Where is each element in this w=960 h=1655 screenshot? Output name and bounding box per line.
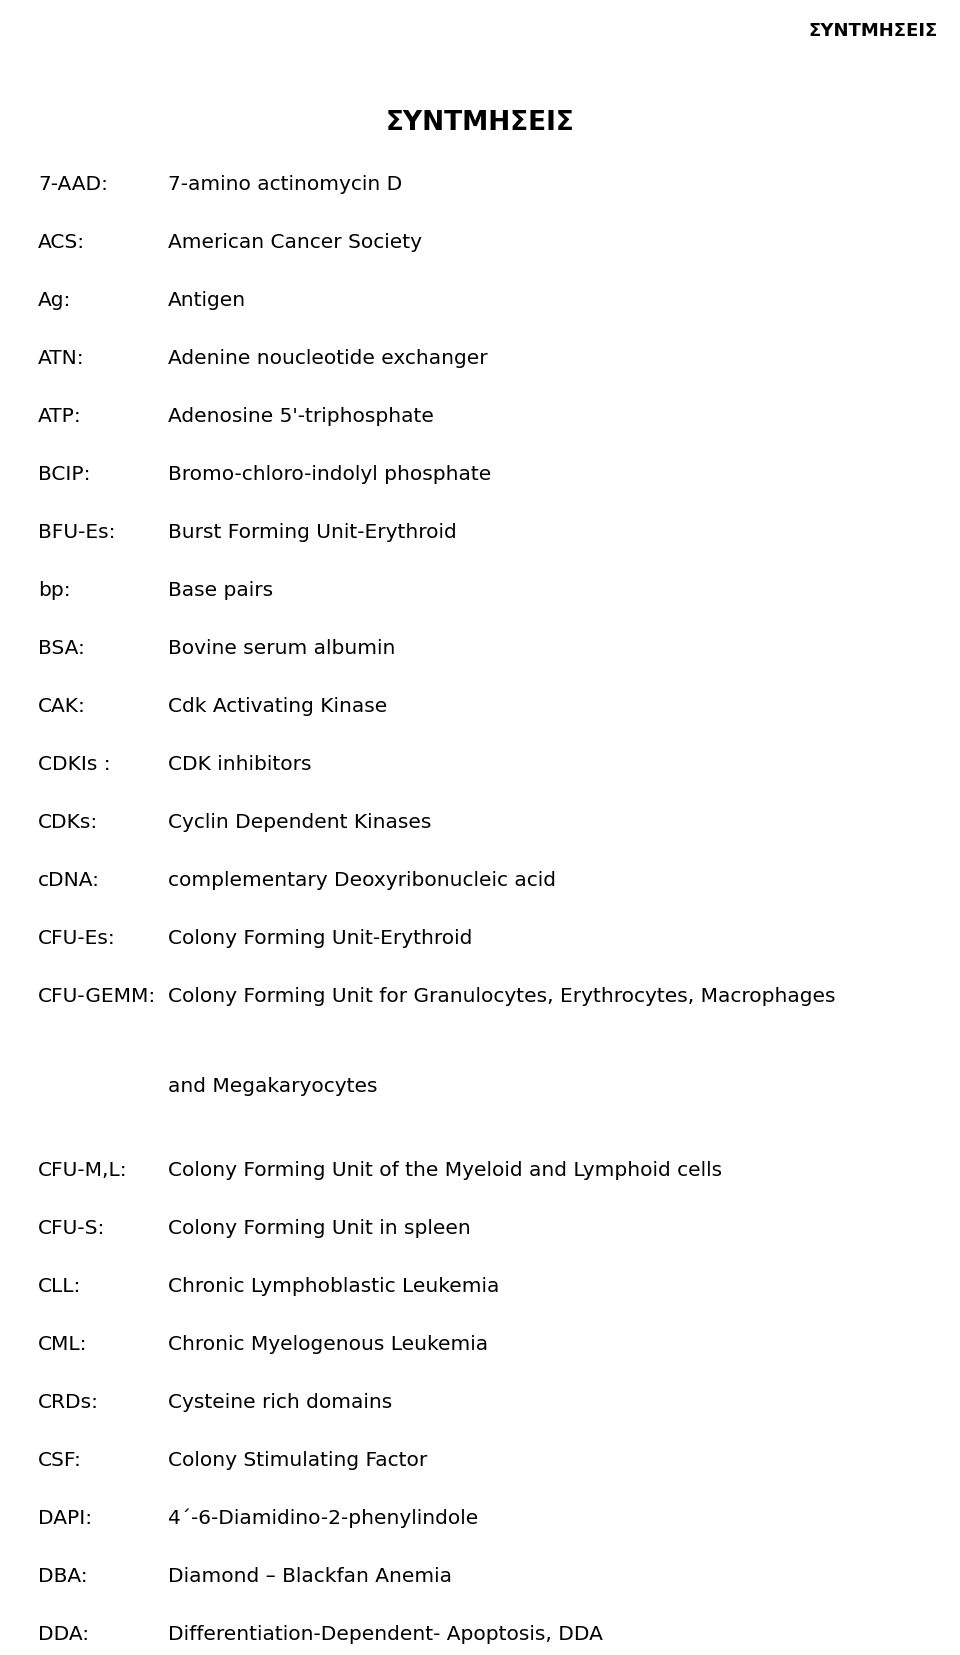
Text: ACS:: ACS: — [38, 233, 85, 252]
Text: Bromo-chloro-indolyl phosphate: Bromo-chloro-indolyl phosphate — [168, 465, 492, 483]
Text: CFU-GEMM:: CFU-GEMM: — [38, 986, 156, 1006]
Text: Colony Forming Unit for Granulocytes, Erythrocytes, Macrophages: Colony Forming Unit for Granulocytes, Er… — [168, 986, 835, 1006]
Text: Diamond – Blackfan Anemia: Diamond – Blackfan Anemia — [168, 1567, 452, 1585]
Text: CLL:: CLL: — [38, 1278, 82, 1296]
Text: Adenine noucleotide exchanger: Adenine noucleotide exchanger — [168, 349, 488, 367]
Text: and Megakaryocytes: and Megakaryocytes — [168, 1077, 377, 1096]
Text: Colony Forming Unit of the Myeloid and Lymphoid cells: Colony Forming Unit of the Myeloid and L… — [168, 1162, 722, 1180]
Text: Bovine serum albumin: Bovine serum albumin — [168, 639, 396, 659]
Text: ΣΥΝΤΜΗΣΕΙΣ: ΣΥΝΤΜΗΣΕΙΣ — [808, 22, 938, 40]
Text: Colony Stimulating Factor: Colony Stimulating Factor — [168, 1451, 427, 1470]
Text: Ag:: Ag: — [38, 291, 71, 309]
Text: CFU-M,L:: CFU-M,L: — [38, 1162, 128, 1180]
Text: CDKs:: CDKs: — [38, 813, 98, 832]
Text: Cdk Activating Kinase: Cdk Activating Kinase — [168, 697, 387, 717]
Text: DDA:: DDA: — [38, 1625, 89, 1643]
Text: CDK inhibitors: CDK inhibitors — [168, 755, 311, 775]
Text: 4´-6-Diamidino-2-phenylindole: 4´-6-Diamidino-2-phenylindole — [168, 1509, 478, 1529]
Text: Chronic Lymphoblastic Leukemia: Chronic Lymphoblastic Leukemia — [168, 1278, 499, 1296]
Text: DBA:: DBA: — [38, 1567, 87, 1585]
Text: Cyclin Dependent Kinases: Cyclin Dependent Kinases — [168, 813, 431, 832]
Text: CFU-S:: CFU-S: — [38, 1220, 106, 1238]
Text: 7-amino actinomycin D: 7-amino actinomycin D — [168, 175, 402, 194]
Text: Cysteine rich domains: Cysteine rich domains — [168, 1394, 393, 1412]
Text: complementary Deoxyribonucleic acid: complementary Deoxyribonucleic acid — [168, 871, 556, 890]
Text: Differentiation-Dependent- Apoptosis, DDA: Differentiation-Dependent- Apoptosis, DD… — [168, 1625, 603, 1643]
Text: Colony Forming Unit in spleen: Colony Forming Unit in spleen — [168, 1220, 470, 1238]
Text: ATN:: ATN: — [38, 349, 84, 367]
Text: Base pairs: Base pairs — [168, 581, 274, 601]
Text: cDNA:: cDNA: — [38, 871, 100, 890]
Text: CFU-Es:: CFU-Es: — [38, 928, 116, 948]
Text: bp:: bp: — [38, 581, 71, 601]
Text: Colony Forming Unit-Erythroid: Colony Forming Unit-Erythroid — [168, 928, 472, 948]
Text: CDKIs :: CDKIs : — [38, 755, 110, 775]
Text: CAK:: CAK: — [38, 697, 85, 717]
Text: Burst Forming Unit-Erythroid: Burst Forming Unit-Erythroid — [168, 523, 457, 541]
Text: 7-AAD:: 7-AAD: — [38, 175, 108, 194]
Text: Antigen: Antigen — [168, 291, 246, 309]
Text: BFU-Es:: BFU-Es: — [38, 523, 115, 541]
Text: DAPI:: DAPI: — [38, 1509, 92, 1528]
Text: American Cancer Society: American Cancer Society — [168, 233, 422, 252]
Text: CML:: CML: — [38, 1336, 87, 1354]
Text: Adenosine 5'-triphosphate: Adenosine 5'-triphosphate — [168, 407, 434, 425]
Text: ATP:: ATP: — [38, 407, 82, 425]
Text: CSF:: CSF: — [38, 1451, 82, 1470]
Text: CRDs:: CRDs: — [38, 1394, 99, 1412]
Text: BCIP:: BCIP: — [38, 465, 90, 483]
Text: BSA:: BSA: — [38, 639, 84, 659]
Text: Chronic Myelogenous Leukemia: Chronic Myelogenous Leukemia — [168, 1336, 488, 1354]
Text: ΣΥΝΤΜΗΣΕΙΣ: ΣΥΝΤΜΗΣΕΙΣ — [386, 109, 574, 136]
